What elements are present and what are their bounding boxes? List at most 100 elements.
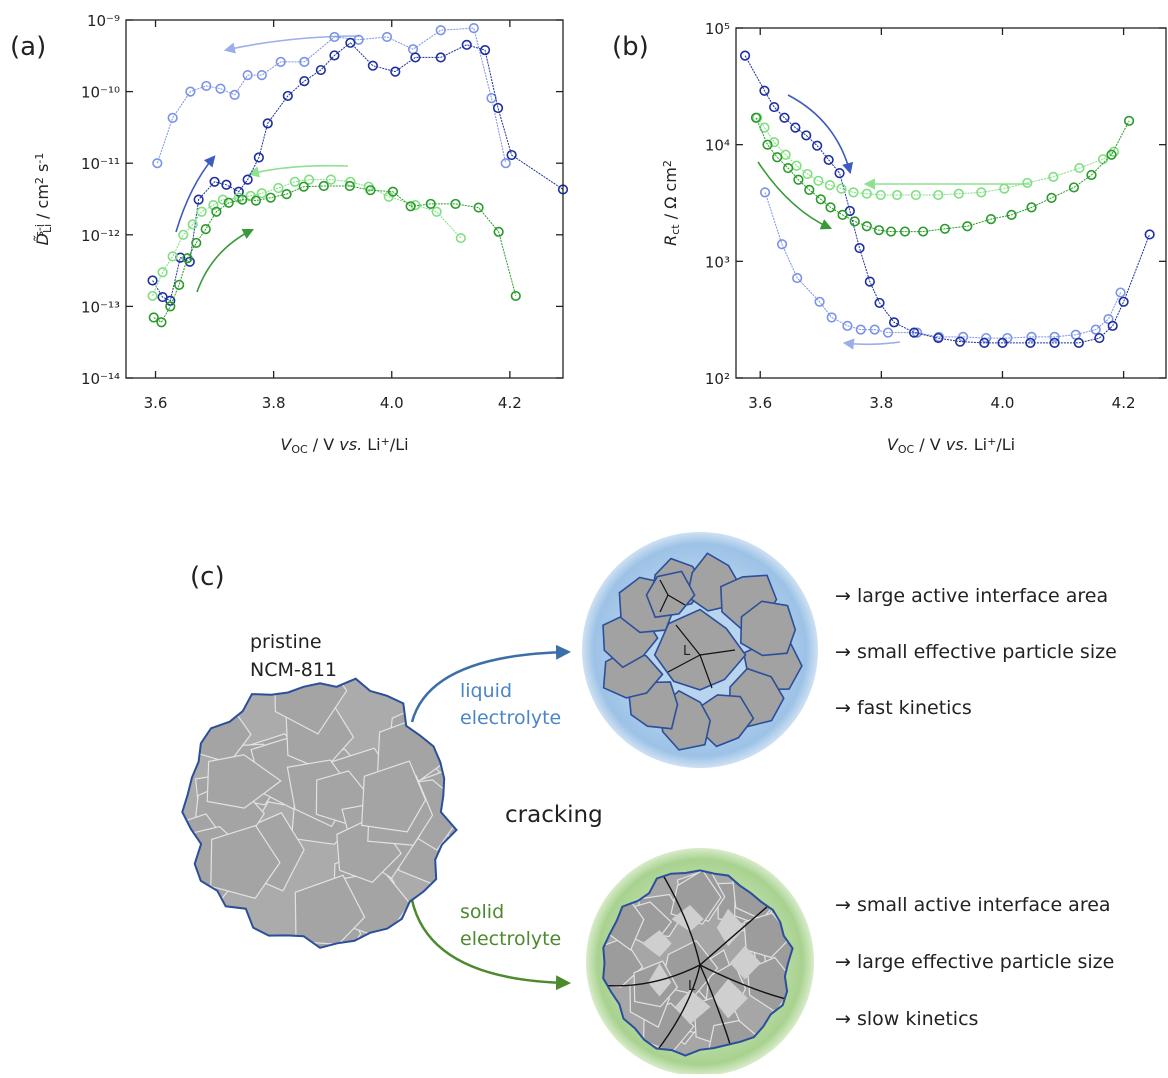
axis-label-part: + [987,435,996,448]
data-point [837,209,848,221]
series-line [153,185,517,324]
data-point [933,332,944,344]
data-point [506,149,517,161]
axis-label-part: -1 [33,153,46,164]
data-point [873,225,885,236]
crack [699,964,791,1001]
data-point [435,25,446,36]
axis-label-part: vs. [946,435,969,454]
data-point [299,76,310,87]
fragment [653,608,747,691]
grains [182,678,457,948]
y-tick-label: 10⁴ [705,137,730,155]
panel-label: (a) [10,32,46,62]
data-point [792,272,803,284]
data-point [299,56,310,67]
data-point [215,83,226,94]
axis-label-part: s-i [33,224,46,237]
data-point [933,189,944,201]
light-region [729,945,761,980]
solid-outline [602,869,794,1057]
data-point [486,93,497,104]
liquid-label: liquid [460,680,512,702]
data-point [918,226,929,237]
data-point [885,226,897,237]
data-point [455,232,466,244]
data-point [801,130,812,141]
data-point [891,189,903,201]
axis-label-part: 2 [33,177,46,184]
light-region [716,908,746,947]
data-point [861,221,872,232]
data-point [242,69,253,81]
y-tick-label: 10⁵ [705,20,730,38]
data-point [759,85,770,96]
data-point [1049,331,1060,343]
y-tick-label: 10⁻⁹ [87,12,120,30]
series-line [152,42,564,302]
data-point [431,206,442,217]
data-point [405,201,416,212]
panel-label: (c) [190,562,225,592]
data-point [1026,202,1037,213]
data-point [899,226,911,237]
data-point [152,158,163,169]
series-line [755,117,1130,233]
data-point [344,180,355,192]
y-tick-label: 10⁻¹⁰ [81,84,120,102]
x-tick-label: 4.2 [1112,394,1136,412]
axis-label-part: /Li [390,435,409,454]
series-line [744,55,1151,344]
arrow [842,338,901,350]
data-point [1026,331,1037,343]
light-region [674,989,711,1025]
data-point [256,188,267,199]
data-point [250,195,262,206]
data-point [861,188,872,199]
data-point [1144,229,1155,240]
grain [361,760,427,833]
data-point [221,179,232,190]
axis-label: Rct / Ω cm2 [661,160,682,246]
axis-label-part: /Li [996,435,1015,454]
plot-frame [125,19,564,379]
data-point [997,337,1008,348]
light-region [671,905,704,932]
y-tick-label: 10⁻¹⁴ [81,370,120,388]
data-point [888,317,900,328]
data-point [253,152,264,163]
data-point [1118,296,1129,307]
arrow [757,161,833,230]
crack [675,624,701,656]
crack [699,649,736,656]
data-point [196,206,207,217]
data-point [318,180,329,192]
series-line [156,27,507,164]
data-point [813,175,824,186]
data-point [473,202,484,213]
y-tick-label: 10³ [705,253,730,271]
data-point [461,39,472,50]
axis-label-part: OC [291,443,308,456]
data-point [953,188,964,199]
data-point [825,202,836,213]
data-point [510,290,521,302]
particle-marker: L [688,979,696,994]
data-point [303,174,315,185]
chart: (b) 10² 10³ 10⁴ 10⁵ 3.6 3.8 4.0 4.2 VOC / V vs. L… [612,20,1167,456]
data-point [1108,146,1120,157]
data-point [834,168,845,179]
data-point [1086,169,1097,181]
data-point [1025,337,1036,348]
panel-label: (b) [612,32,649,62]
arrow [787,94,854,175]
grain [210,824,281,899]
data-point [824,180,835,191]
data-point [979,337,990,348]
light-region [641,930,672,957]
axis-label-part: Li [41,224,54,233]
data-point [772,152,783,163]
axis-label-part: + [381,435,390,448]
data-point [191,237,202,249]
data-point [769,137,780,148]
